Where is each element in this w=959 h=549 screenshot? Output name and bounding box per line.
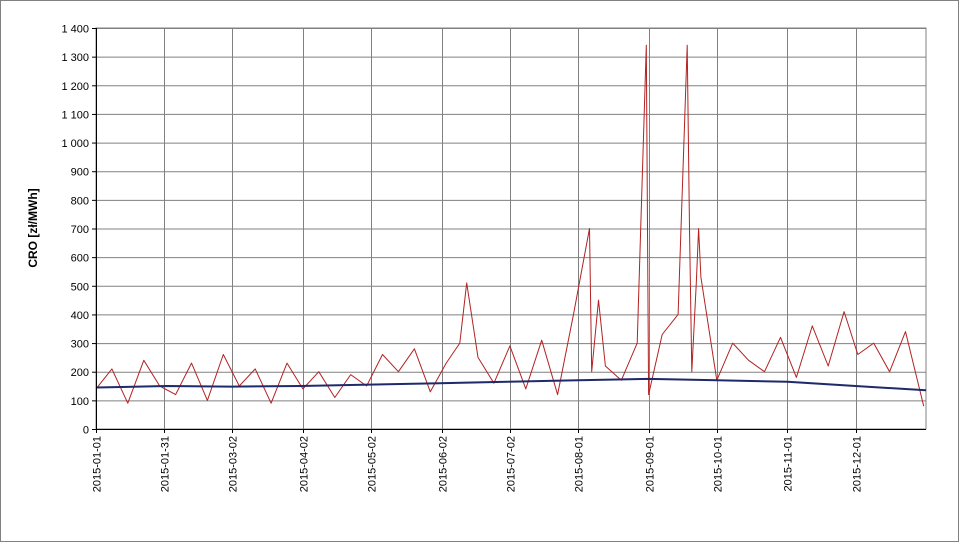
y-tick-label: 900: [71, 167, 89, 179]
y-tick-label: 600: [71, 253, 89, 265]
y-tick-label: 400: [71, 310, 89, 322]
y-tick-labels: 0 100 200 300 400 500 600 700 800 900 1 000 1 100 1 …: [61, 24, 89, 437]
x-tick-label: 2015-05-02: [367, 436, 379, 492]
x-tick-label: 2015-12-01: [852, 436, 864, 492]
y-tick-label: 1 200: [61, 81, 89, 93]
y-tick-label: 300: [71, 339, 89, 351]
x-tick-label: 2015-04-02: [299, 436, 311, 492]
y-tick-label: 1 300: [61, 52, 89, 64]
x-tick-label: 2015-06-02: [438, 436, 450, 492]
y-tick-label: 1 400: [61, 24, 89, 36]
x-tick-label: 2015-11-01: [783, 436, 795, 491]
y-tick-label: 500: [71, 281, 89, 293]
y-axis-label: CRO [zł/MWh]: [26, 188, 40, 267]
series-line-2: [95, 377, 927, 392]
y-tick-label: 700: [71, 224, 89, 236]
x-tick-label: 2015-03-02: [228, 436, 240, 492]
y-tick-label: 1 000: [61, 138, 89, 150]
x-tick-label: 2015-10-01: [713, 436, 725, 492]
series-layer: [95, 44, 927, 407]
y-tick-label: 1 100: [61, 109, 89, 121]
grid: [95, 27, 927, 430]
x-tick-label: 2015-01-31: [160, 436, 172, 492]
axes: [92, 28, 926, 433]
y-tick-label: 800: [71, 195, 89, 207]
y-tick-label: 100: [71, 396, 89, 408]
x-tick-labels: 2015-01-01 2015-01-31 2015-03-02 2015-04-02…: [92, 436, 864, 492]
y-tick-label: 0: [83, 425, 89, 437]
x-tick-label: 2015-01-01: [92, 436, 104, 492]
x-tick-label: 2015-08-01: [574, 436, 586, 492]
x-tick-label: 2015-07-02: [506, 436, 518, 492]
y-tick-label: 200: [71, 367, 89, 379]
x-tick-label: 2015-09-01: [645, 436, 657, 492]
series-line-1: [95, 44, 925, 407]
